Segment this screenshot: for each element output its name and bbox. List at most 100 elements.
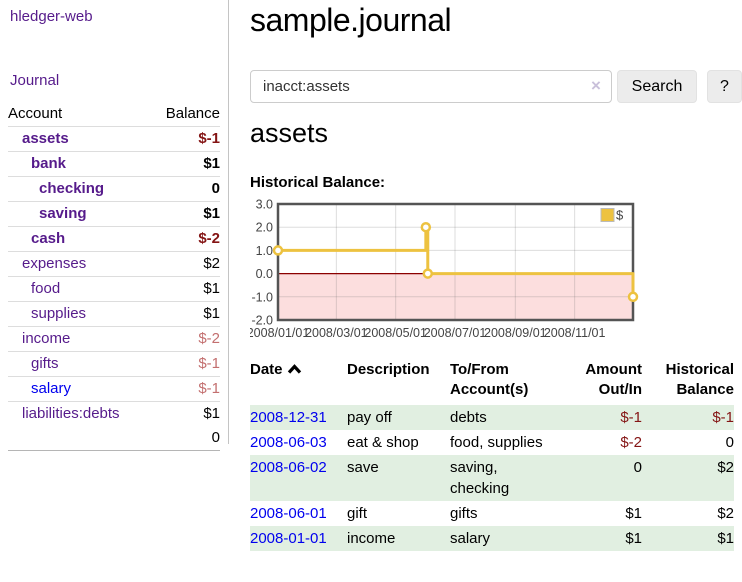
- account-balance: $1: [150, 276, 220, 302]
- account-link[interactable]: supplies: [31, 305, 87, 322]
- transaction-date-link[interactable]: 2008-06-02: [250, 459, 327, 476]
- account-balance: $-2: [150, 226, 220, 252]
- transaction-accounts: food, supplies: [450, 434, 543, 451]
- transactions-table-body: 2008-12-31 pay off debts $-1 $-1 2008-06-03 ea…: [250, 405, 734, 551]
- transaction-amount: 0: [633, 459, 642, 476]
- account-balance: $-1: [150, 376, 220, 402]
- account-balance: $-1: [150, 351, 220, 377]
- account-row: cash $-2: [8, 226, 220, 252]
- legend-swatch: [600, 208, 615, 222]
- account-link[interactable]: liabilities:debts: [22, 405, 120, 422]
- transaction-row: 2008-06-03 eat & shop food, supplies $-2 0: [250, 430, 734, 455]
- transaction-balance: $2: [717, 459, 734, 476]
- account-name-cell: gifts: [8, 351, 151, 377]
- y-axis-tick-label: 1.0: [256, 244, 273, 258]
- account-link[interactable]: gifts: [31, 355, 59, 372]
- transaction-date-link[interactable]: 2008-12-31: [250, 409, 327, 426]
- y-axis-tick-label: -2.0: [251, 314, 273, 328]
- chart-svg[interactable]: $3.0 2.0 1.0 0.0 -1.0 -2.02008/01/012008/03/0…: [247, 198, 742, 346]
- account-link[interactable]: cash: [31, 230, 66, 247]
- account-row: checking 0: [8, 176, 220, 202]
- accounts-total-spacer: [8, 426, 151, 451]
- data-point-marker: [272, 245, 284, 256]
- account-balance: $1: [150, 151, 220, 177]
- plot-border: [276, 202, 635, 322]
- account-row: income $-2: [8, 326, 220, 352]
- account-balance: $1: [150, 401, 220, 426]
- account-row: supplies $1: [8, 301, 220, 327]
- search-button[interactable]: Search: [617, 70, 697, 103]
- transaction-accounts: salary: [450, 530, 491, 547]
- transactions-header-accounts: To/From Account(s): [450, 361, 529, 398]
- transactions-header-row: Date Description To/From Account(s) Amou…: [250, 360, 734, 405]
- account-row: salary $-1: [8, 376, 220, 402]
- account-link[interactable]: salary: [31, 380, 72, 397]
- account-name-cell: assets: [8, 127, 151, 152]
- sort-asc-icon: [287, 364, 301, 374]
- account-link[interactable]: expenses: [22, 255, 87, 272]
- accounts-header-row: Account Balance: [8, 102, 220, 127]
- date-header-label: Date: [250, 361, 283, 378]
- account-balance: $2: [150, 251, 220, 277]
- transaction-date-link[interactable]: 2008-01-01: [250, 530, 327, 547]
- main-content: sample.journal × Search ? assets Histori…: [247, 0, 742, 582]
- sidebar-item-journal[interactable]: Journal: [10, 72, 60, 89]
- x-axis-tick-label: 2008/09/01: [484, 326, 547, 340]
- account-link[interactable]: food: [31, 280, 61, 297]
- account-name-cell: supplies: [8, 301, 151, 327]
- transaction-row: 2008-12-31 pay off debts $-1 $-1: [250, 405, 734, 430]
- transaction-accounts: gifts: [450, 505, 478, 522]
- transaction-date-cell: 2008-06-01: [250, 501, 347, 526]
- transaction-balance: $1: [717, 530, 734, 547]
- transaction-balance: $2: [717, 505, 734, 522]
- data-point-marker: [422, 268, 434, 279]
- transactions-header-date[interactable]: Date: [250, 360, 347, 405]
- account-balance: $-1: [198, 130, 220, 147]
- transaction-amount: $1: [625, 530, 642, 547]
- app-title-link[interactable]: hledger-web: [10, 8, 93, 25]
- account-name-cell: liabilities:debts: [8, 401, 151, 426]
- transaction-row: 2008-01-01 income salary $1 $1: [250, 526, 734, 551]
- transactions-header-description: Description: [347, 361, 430, 378]
- page-title: sample.journal: [250, 2, 452, 38]
- transactions-table: Date Description To/From Account(s) Amou…: [250, 360, 734, 551]
- account-name-cell: income: [8, 326, 151, 352]
- search-input[interactable]: [250, 70, 612, 103]
- search-bar: × Search ?: [250, 70, 742, 103]
- transaction-amount: $1: [625, 505, 642, 522]
- data-point-marker: [420, 221, 432, 233]
- transaction-amount: $-1: [620, 409, 642, 426]
- historical-balance-chart[interactable]: $3.0 2.0 1.0 0.0 -1.0 -2.0 2008/01/01 2008/03/0…: [247, 198, 742, 346]
- transaction-accounts: saving, checking: [450, 459, 510, 497]
- account-row: gifts $-1: [8, 351, 220, 377]
- transaction-amount: $-2: [620, 434, 642, 451]
- transaction-date-cell: 2008-06-03: [250, 430, 347, 455]
- accounts-table-body: assets $-1 bank $1 checking 0 saving $1 cash $-2 e…: [8, 127, 220, 426]
- account-link[interactable]: saving: [39, 205, 87, 222]
- y-axis-tick-label: -1.0: [251, 290, 273, 304]
- chart-label: Historical Balance:: [250, 174, 386, 191]
- account-link[interactable]: bank: [31, 155, 67, 172]
- help-button[interactable]: ?: [707, 70, 742, 103]
- account-row: bank $1: [8, 151, 220, 177]
- accounts-header-account: Account: [8, 102, 151, 127]
- transactions-header-balance: Historical Balance: [665, 361, 734, 398]
- account-name-cell: checking: [8, 176, 151, 202]
- transaction-row: 2008-06-02 save saving, checking 0 $2: [250, 455, 734, 501]
- account-balance: $1: [150, 201, 220, 227]
- transaction-date-cell: 2008-01-01: [250, 526, 347, 551]
- transaction-date-link[interactable]: 2008-06-03: [250, 434, 327, 451]
- account-link[interactable]: income: [22, 330, 71, 347]
- transaction-description: save: [347, 459, 379, 476]
- transaction-date-link[interactable]: 2008-06-01: [250, 505, 327, 522]
- data-point-marker: [627, 291, 639, 303]
- account-balance: $-2: [150, 326, 220, 352]
- transaction-description: pay off: [347, 409, 392, 426]
- x-axis-tick-label: 2008/07/01: [424, 326, 487, 340]
- account-name-cell: salary: [8, 376, 151, 402]
- x-axis-tick-label: 2008/01/01: [250, 326, 309, 340]
- account-name-cell: saving: [8, 201, 151, 227]
- account-link[interactable]: checking: [39, 180, 105, 197]
- clear-search-icon[interactable]: ×: [591, 76, 601, 95]
- account-link[interactable]: assets: [22, 130, 69, 147]
